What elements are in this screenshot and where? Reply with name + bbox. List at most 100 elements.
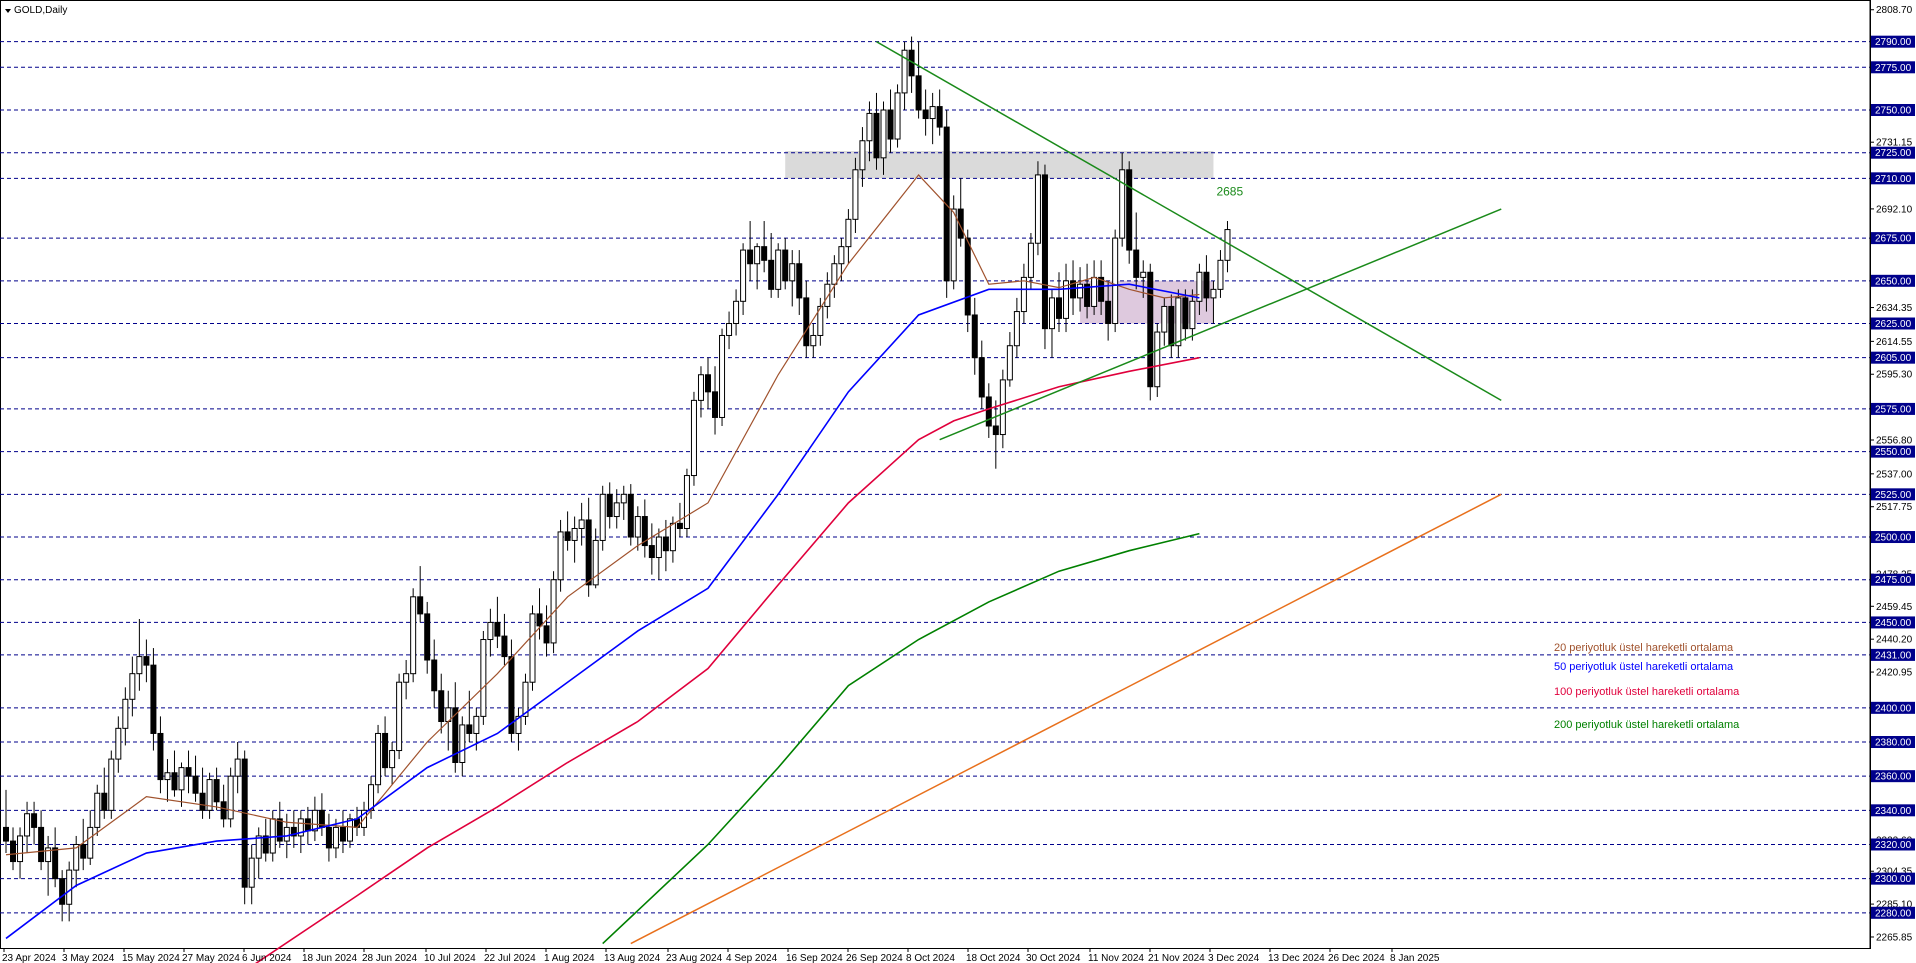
candle: [206, 772, 213, 819]
date-axis-label: 15 May 2024: [122, 953, 180, 963]
candle-body-up: [620, 493, 627, 504]
date-axis-label: 22 Jul 2024: [484, 953, 536, 963]
price-level-label: 2525.00: [1875, 490, 1912, 501]
candle-body-down: [1168, 305, 1175, 347]
price-axis-label: 2440.20: [1876, 635, 1913, 646]
candle: [325, 813, 332, 862]
candle-body-down: [648, 545, 655, 559]
candle: [866, 101, 873, 162]
candle-body-up: [283, 826, 290, 842]
candle: [1020, 263, 1027, 324]
candle: [690, 391, 697, 486]
candle-body-up: [1161, 305, 1168, 333]
price-level-box: [1871, 838, 1915, 851]
candle-body-down: [52, 847, 59, 880]
candle-body-up: [690, 399, 697, 477]
candle: [1154, 323, 1161, 397]
candle: [705, 357, 711, 409]
candle-body-down: [1105, 300, 1112, 325]
date-axis-label: 26 Dec 2024: [1328, 953, 1385, 963]
candle: [873, 92, 880, 170]
candle: [522, 673, 529, 725]
candle-body-up: [775, 249, 782, 290]
price-level-box: [1871, 35, 1915, 48]
candle: [1105, 280, 1112, 341]
candle-body-up: [810, 334, 817, 347]
candle-body-up: [375, 732, 382, 786]
candle-body-down: [585, 519, 592, 586]
candle: [424, 601, 431, 674]
price-level-box: [1871, 804, 1915, 817]
candle: [712, 366, 719, 435]
candle-body-down: [501, 635, 508, 658]
candle-body-up: [697, 374, 704, 401]
price-level-label: 2500.00: [1875, 533, 1912, 544]
candle-body-down: [1126, 169, 1133, 251]
candle: [38, 810, 45, 871]
candle-body-up: [94, 792, 101, 828]
date-axis-label: 4 Sep 2024: [726, 953, 778, 963]
candle-body-down: [438, 690, 445, 723]
price-level-box: [1871, 146, 1915, 159]
candle: [108, 750, 115, 819]
candle-body-down: [747, 249, 754, 265]
candle: [1013, 297, 1020, 358]
candle-body-up: [754, 246, 761, 265]
price-level-label: 2710.00: [1875, 174, 1912, 185]
candle: [122, 687, 129, 746]
date-axis-label: 3 May 2024: [62, 953, 115, 963]
price-level-box: [1871, 445, 1915, 458]
candle: [838, 238, 845, 281]
candle: [1041, 164, 1048, 350]
candle-body-down: [564, 531, 571, 541]
candle-body-down: [712, 391, 719, 418]
candle: [1077, 267, 1084, 312]
candle-body-down: [304, 818, 311, 832]
candle: [1084, 263, 1091, 319]
candle-body-down: [627, 493, 634, 538]
candle: [115, 716, 122, 773]
candle-body-down: [964, 237, 971, 316]
candle: [929, 92, 936, 145]
candle-body-down: [508, 656, 515, 734]
candle: [585, 497, 592, 597]
price-level-label: 2750.00: [1875, 106, 1912, 117]
candle: [311, 796, 318, 842]
legend-label: 20 periyotluk üstel hareketli ortalama: [1554, 642, 1734, 654]
candle: [24, 801, 31, 854]
price-level-label: 2400.00: [1875, 703, 1912, 714]
candle-body-down: [150, 664, 157, 734]
candle-body-up: [1063, 280, 1070, 319]
price-level-label: 2775.00: [1875, 63, 1912, 74]
date-axis-label: 28 Jun 2024: [362, 953, 417, 963]
candle-body-down: [768, 259, 775, 290]
price-level-label: 2625.00: [1875, 319, 1912, 330]
price-level-label: 2605.00: [1875, 353, 1912, 364]
price-axis-label: 2265.85: [1876, 932, 1913, 943]
candle-body-down: [220, 801, 227, 820]
candle-body-down: [761, 246, 768, 261]
candle: [536, 588, 543, 640]
candle-body-down: [641, 516, 648, 547]
candle: [1217, 250, 1224, 298]
candle: [1147, 263, 1154, 401]
candle: [515, 707, 522, 751]
price-level-box: [1871, 402, 1915, 415]
candle: [262, 818, 269, 862]
candle-body-down: [985, 396, 992, 427]
candle: [80, 818, 87, 871]
price-level-box: [1871, 770, 1915, 783]
candle-body-down: [957, 208, 964, 239]
price-level-label: 2725.00: [1875, 148, 1912, 159]
candle: [747, 221, 754, 281]
candle: [655, 528, 662, 580]
candle: [508, 639, 515, 743]
candle: [697, 366, 704, 418]
price-axis-label: 2731.15: [1876, 138, 1913, 149]
price-level-label: 2450.00: [1875, 618, 1912, 629]
candle-body-up: [297, 818, 304, 837]
long-term-trendline: [630, 493, 1502, 945]
candle-body-down: [157, 732, 164, 781]
candle-body-up: [838, 246, 845, 265]
